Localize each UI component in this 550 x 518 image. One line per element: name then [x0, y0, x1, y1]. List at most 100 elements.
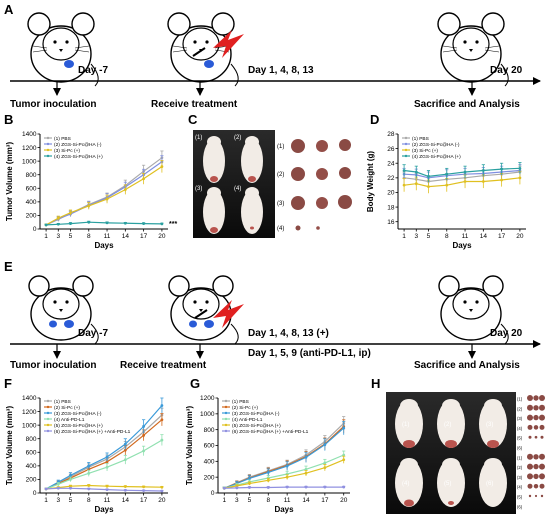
- x-tick-label: 1: [222, 497, 226, 504]
- y-tick-label: 22: [387, 175, 395, 182]
- tumor-photo-grid: [291, 139, 352, 231]
- data-point: [500, 178, 504, 182]
- data-point: [248, 482, 251, 485]
- data-point: [69, 473, 72, 477]
- timeline-day-minus7: Day -7: [78, 65, 108, 76]
- data-point: [123, 188, 127, 192]
- data-point: [445, 183, 449, 187]
- series-line: [45, 419, 163, 490]
- photo-h-tumor-label: (2): [517, 465, 523, 470]
- data-point: [248, 486, 251, 489]
- x-tick-label: 17: [498, 233, 506, 240]
- x-tick-label: 3: [414, 233, 418, 240]
- data-point: [342, 426, 346, 430]
- series-line: [224, 454, 344, 489]
- y-tick-label: 28: [387, 131, 395, 138]
- tumor-sample: [533, 483, 539, 489]
- y-tick-label: 1000: [22, 422, 37, 429]
- photo-h-tumor-label: (6): [517, 446, 523, 451]
- timeline-day-treat: Day 1, 4, 8, 13: [248, 65, 314, 76]
- mouse-illustration-treatment-2: [168, 275, 239, 345]
- timeline-day-end: Day 20: [490, 65, 523, 76]
- y-tick-label: 800: [204, 427, 215, 434]
- data-point: [69, 484, 72, 488]
- x-tick-label: 5: [248, 497, 252, 504]
- data-point: [123, 485, 127, 488]
- data-point: [142, 489, 146, 493]
- data-point: [481, 180, 485, 183]
- data-point: [445, 172, 449, 176]
- x-tick-label: 11: [104, 233, 111, 240]
- photo-h-mouse-label: (5): [444, 481, 451, 487]
- data-point: [142, 433, 146, 437]
- y-tick-label: 200: [26, 213, 37, 220]
- legend-entry: (3) ZGS-Si-Pc@HA (-): [232, 411, 280, 417]
- laser-bolt-icon: [213, 30, 244, 58]
- data-point: [427, 174, 430, 178]
- legend-entry: (4) ZGS-Si-Pc@HA (+): [412, 154, 461, 160]
- photo-c-mouse-label: (1): [195, 135, 202, 141]
- tumor-photo-grid-h: (1) (2) (3) (4) (5) (6) (1) (2) (3) (4) (5) (6): [517, 395, 545, 509]
- tumor-sample: [539, 424, 545, 430]
- data-point: [87, 484, 91, 487]
- data-point: [518, 166, 522, 170]
- x-tick-label: 14: [122, 233, 130, 240]
- y-tick-label: 20: [387, 190, 395, 197]
- timeline2-label-treatment: Receive treatment: [120, 360, 207, 371]
- legend-marker: [224, 423, 228, 427]
- data-point: [105, 197, 109, 201]
- tumor-sample: [527, 483, 533, 489]
- x-tick-label: 3: [235, 497, 239, 504]
- tumor-sample: [533, 454, 539, 460]
- data-point: [142, 485, 146, 489]
- data-point: [123, 448, 127, 452]
- photo-h-mouse-label: (6): [486, 481, 493, 487]
- legend-marker: [404, 148, 408, 152]
- photo-h-mouse-label: (3): [486, 422, 493, 428]
- data-point: [142, 449, 146, 453]
- legend-entry: (1) PBS: [232, 399, 249, 405]
- data-point: [123, 458, 127, 462]
- legend-entry: (1) PBS: [54, 399, 71, 405]
- photo-h-mouse-label: (2): [444, 422, 451, 428]
- data-point: [402, 169, 406, 172]
- x-tick-label: 14: [480, 233, 488, 240]
- tumor-site-marker: [64, 60, 74, 68]
- data-point: [56, 482, 60, 486]
- photo-c-mouse-label: (3): [195, 186, 202, 192]
- x-tick-label: 20: [516, 233, 524, 240]
- panel-letter-c: C: [188, 112, 198, 127]
- legend-marker: [224, 405, 228, 409]
- y-tick-label: 16: [387, 219, 395, 226]
- data-point: [463, 170, 467, 174]
- legend-marker: [46, 399, 50, 403]
- mouse-illustration-inoculation: [27, 12, 99, 87]
- tumor-sample: [540, 435, 544, 439]
- y-tick-label: 200: [204, 474, 215, 481]
- legend-marker: [46, 148, 50, 152]
- series-line: [404, 169, 520, 179]
- legend-marker: [46, 423, 50, 427]
- data-point: [323, 461, 327, 465]
- x-tick-label: 20: [158, 233, 166, 240]
- photo-h-tumor-label: (1): [517, 397, 523, 402]
- data-point: [342, 453, 346, 457]
- series-line: [45, 161, 163, 226]
- data-point: [304, 471, 308, 475]
- legend-marker: [404, 142, 408, 146]
- chart-tumor-volume-f: 0 200 400 600 800 1000 1200 1400 1 3 5 8 11 14 17 20 Day…: [5, 395, 168, 514]
- series-line: [45, 439, 163, 490]
- legend-entry: (3) ZGS-Si-Pc@HA (-): [54, 411, 102, 417]
- y-tick-label: 24: [387, 160, 395, 167]
- legend-marker: [46, 405, 50, 409]
- data-point: [285, 475, 289, 479]
- data-point: [518, 176, 522, 180]
- data-point: [87, 464, 91, 468]
- tumor-sample: [527, 453, 533, 460]
- y-tick-label: 400: [204, 459, 215, 466]
- y-tick-label: 0: [33, 226, 37, 233]
- data-point: [342, 458, 346, 462]
- data-point: [69, 486, 72, 490]
- data-point: [105, 221, 109, 225]
- x-tick-label: 17: [321, 497, 329, 504]
